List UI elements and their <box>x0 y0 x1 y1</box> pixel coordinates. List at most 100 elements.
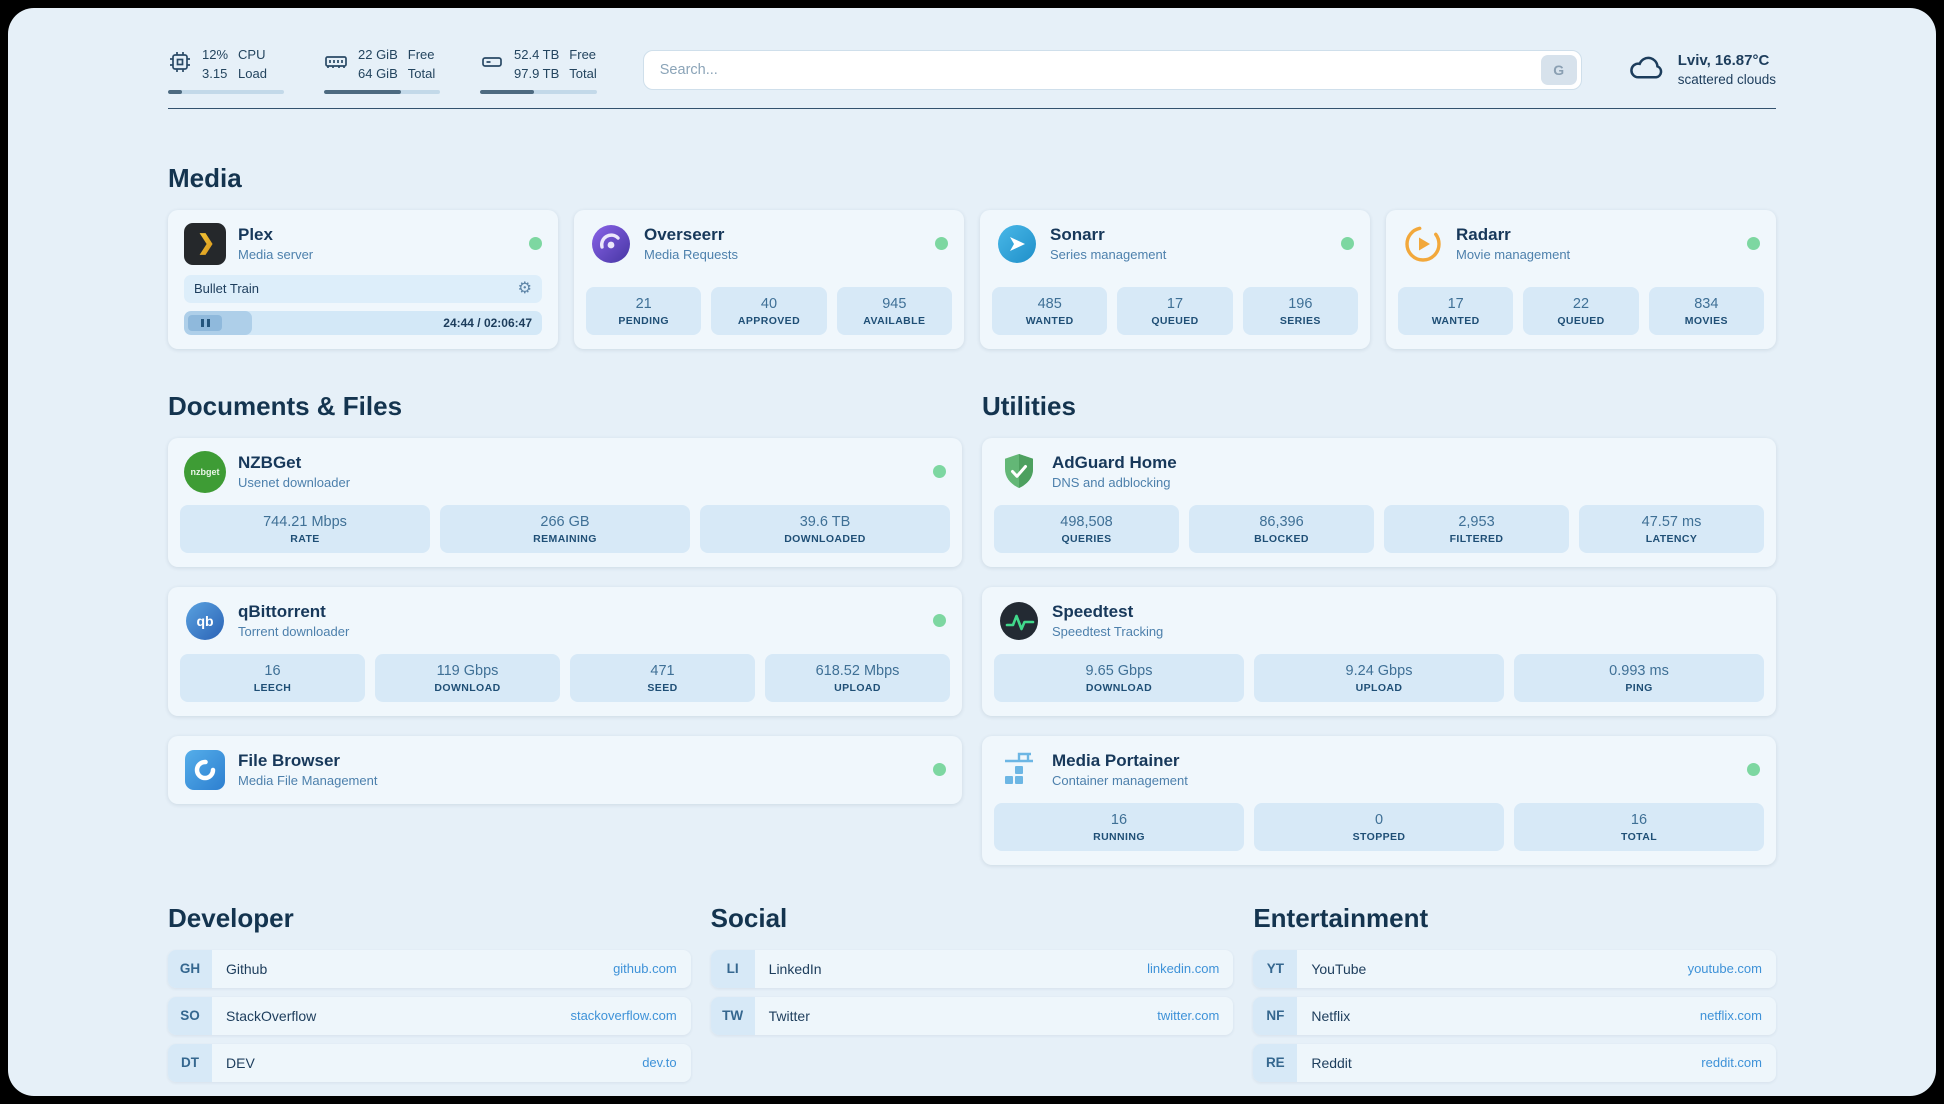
search-provider-button[interactable]: G <box>1540 54 1577 85</box>
stat-running: 16 RUNNING <box>994 802 1244 851</box>
card-speedtest[interactable]: Speedtest Speedtest Tracking 9.65 Gbps D… <box>982 586 1776 716</box>
app-description: Media File Management <box>238 773 378 789</box>
playback-time: 24:44 / 02:06:47 <box>443 315 532 330</box>
stat-blocked: 86,396 BLOCKED <box>1189 504 1374 553</box>
overseerr-icon <box>590 223 632 265</box>
bookmark-group-social: Social LI LinkedIn linkedin.com TW Twitt… <box>710 903 1234 1035</box>
stat-movies: 834 MOVIES <box>1648 286 1764 335</box>
bookmark-linkedin[interactable]: LI LinkedIn linkedin.com <box>710 949 1234 988</box>
cpu-values: 12% 3.15 <box>202 46 228 84</box>
entertainment-title: Entertainment <box>1253 902 1429 933</box>
card-nzbget[interactable]: nzbget NZBGet Usenet downloader 744.21 M… <box>168 437 962 567</box>
bookmark-stackoverflow[interactable]: SO StackOverflow stackoverflow.com <box>168 996 691 1035</box>
stat-rate: 744.21 Mbps RATE <box>180 504 430 553</box>
cpu-widget: 12% 3.15 CPU Load <box>168 46 284 94</box>
searchbar: G <box>642 49 1582 90</box>
stat-remaining: 266 GB REMAINING <box>440 504 690 553</box>
stat-download: 9.65 Gbps DOWNLOAD <box>994 653 1244 702</box>
stat-downloaded: 39.6 TB DOWNLOADED <box>700 504 950 553</box>
plex-icon <box>184 222 226 265</box>
weather-widget: Lviv, 16.87°C scattered clouds <box>1628 50 1776 90</box>
stat-wanted: 17 WANTED <box>1398 286 1514 335</box>
bookmark-youtube[interactable]: YT YouTube youtube.com <box>1253 949 1776 988</box>
card-filebrowser[interactable]: File Browser Media File Management <box>168 735 962 804</box>
adguard-icon <box>998 451 1040 493</box>
disk-values: 52.4 TB 97.9 TB <box>514 47 560 81</box>
stat-upload: 9.24 Gbps UPLOAD <box>1254 653 1504 702</box>
app-description: Media Requests <box>644 247 738 263</box>
app-title: AdGuard Home <box>1052 453 1177 473</box>
bookmark-reddit[interactable]: RE Reddit reddit.com <box>1253 1043 1776 1082</box>
radarr-icon <box>1402 223 1444 265</box>
filebrowser-icon <box>184 749 226 791</box>
bookmark-group-entertainment: Entertainment YT YouTube youtube.com NF … <box>1253 903 1776 1082</box>
disk-labels: Free Total <box>569 47 597 81</box>
card-overseerr[interactable]: Overseerr Media Requests 21 PENDING 40 A… <box>574 209 964 349</box>
bookmark-github[interactable]: GH Github github.com <box>168 949 691 988</box>
topbar: 12% 3.15 CPU Load <box>168 46 1776 94</box>
playback-progress-bar: 24:44 / 02:06:47 <box>184 310 542 335</box>
section-documents: Documents & Files nzbget NZBGet Usenet d… <box>168 391 962 804</box>
memory-widget: 22 GiB 64 GiB Free Total <box>324 46 440 94</box>
memory-progress-bar <box>324 89 440 94</box>
media-grid: Plex Media server Bullet Train ⚙ 24:44 /… <box>168 209 1776 349</box>
pause-icon <box>188 314 222 331</box>
dashboard-page: 12% 3.15 CPU Load <box>8 8 1936 1096</box>
stat-queued: 22 QUEUED <box>1523 286 1639 335</box>
cpu-chip-icon <box>168 50 192 79</box>
system-monitors: 12% 3.15 CPU Load <box>168 46 597 94</box>
card-portainer[interactable]: Media Portainer Container management 16 … <box>982 735 1776 865</box>
card-qbittorrent[interactable]: qb qBittorrent Torrent downloader 16 LEE… <box>168 586 962 716</box>
stat-stopped: 0 STOPPED <box>1254 802 1504 851</box>
weather-condition: scattered clouds <box>1677 71 1776 87</box>
status-dot <box>933 614 946 628</box>
status-dot <box>1341 237 1354 251</box>
portainer-icon <box>998 749 1040 791</box>
stat-available: 945 AVAILABLE <box>836 286 952 335</box>
stat-seed: 471 SEED <box>570 653 755 702</box>
gear-icon[interactable]: ⚙ <box>517 279 532 297</box>
app-description: Usenet downloader <box>238 475 351 491</box>
status-dot <box>933 763 946 777</box>
stat-total: 16 TOTAL <box>1514 802 1764 851</box>
disk-widget: 52.4 TB 97.9 TB Free Total <box>480 46 597 94</box>
cloud-icon <box>1628 52 1666 87</box>
speedtest-icon <box>998 600 1040 642</box>
disk-progress-bar <box>480 89 597 94</box>
app-description: DNS and adblocking <box>1052 475 1171 491</box>
app-title: Overseerr <box>644 225 725 245</box>
card-adguard[interactable]: AdGuard Home DNS and adblocking 498,508 … <box>982 437 1776 567</box>
now-playing-title: Bullet Train <box>194 281 260 297</box>
stat-series: 196 SERIES <box>1242 286 1358 335</box>
sonarr-icon <box>996 223 1038 265</box>
bookmark-netflix[interactable]: NF Netflix netflix.com <box>1253 996 1776 1035</box>
stat-ping: 0.993 ms PING <box>1514 653 1764 702</box>
card-plex[interactable]: Plex Media server Bullet Train ⚙ 24:44 /… <box>168 209 558 349</box>
now-playing-row: Bullet Train ⚙ <box>184 274 542 303</box>
stat-wanted: 485 WANTED <box>992 286 1108 335</box>
bookmark-group-developer: Developer GH Github github.com SO StackO… <box>168 903 691 1082</box>
status-dot <box>1747 237 1760 251</box>
bookmark-twitter[interactable]: TW Twitter twitter.com <box>710 996 1234 1035</box>
stat-queries: 498,508 QUERIES <box>994 504 1179 553</box>
status-dot <box>1747 763 1760 777</box>
app-title: Speedtest <box>1052 602 1134 622</box>
search-input[interactable] <box>642 49 1582 90</box>
stat-approved: 40 APPROVED <box>711 286 827 335</box>
app-title: Sonarr <box>1050 225 1105 245</box>
cpu-load-avg: 3.15 <box>202 65 228 81</box>
stat-leech: 16 LEECH <box>180 653 365 702</box>
card-sonarr[interactable]: Sonarr Series management 485 WANTED 17 Q… <box>980 209 1370 349</box>
stat-download: 119 Gbps DOWNLOAD <box>375 653 560 702</box>
disk-icon <box>480 50 504 79</box>
stat-pending: 21 PENDING <box>586 286 702 335</box>
card-radarr[interactable]: Radarr Movie management 17 WANTED 22 QUE… <box>1386 209 1776 349</box>
cpu-percent: 12% <box>202 47 229 62</box>
status-dot <box>933 465 946 479</box>
app-description: Container management <box>1052 773 1188 789</box>
status-dot <box>935 237 948 251</box>
app-title: File Browser <box>238 751 341 771</box>
section-media: Media Plex <box>168 163 1776 349</box>
app-title: Radarr <box>1456 225 1511 245</box>
bookmark-dev[interactable]: DT DEV dev.to <box>168 1043 691 1082</box>
